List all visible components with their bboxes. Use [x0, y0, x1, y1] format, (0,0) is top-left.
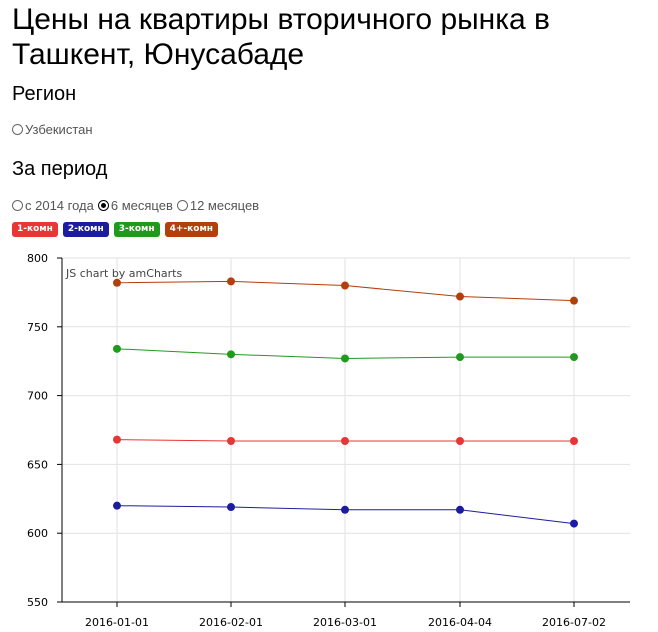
legend-item-2-room[interactable]: 2-комн [62, 222, 109, 237]
period-label-12-months[interactable]: 12 месяцев [189, 198, 260, 213]
data-point [227, 350, 235, 359]
x-tick-label: 2016-04-04 [428, 616, 492, 629]
region-radio-group: Узбекистан [12, 122, 97, 137]
period-radio-group: с 2014 года 6 месяцев 12 месяцев [12, 198, 263, 213]
y-tick-label: 600 [27, 527, 48, 540]
data-point [456, 353, 464, 362]
data-point [456, 437, 464, 446]
data-point [227, 437, 235, 446]
period-radio-since-2014[interactable] [12, 200, 23, 211]
x-tick-label: 2016-03-01 [313, 616, 377, 629]
region-heading: Регион [12, 83, 77, 105]
region-radio-label[interactable]: Узбекистан [25, 122, 93, 137]
period-label-6-months[interactable]: 6 месяцев [110, 198, 173, 213]
legend-item-3-room[interactable]: 3-комн [113, 222, 160, 237]
data-point [341, 505, 349, 514]
legend-item-1-room[interactable]: 1-комн [12, 222, 58, 237]
data-point [113, 501, 121, 510]
period-heading: За период [12, 158, 108, 180]
data-point [456, 292, 464, 301]
data-point [570, 519, 578, 528]
data-point [113, 344, 121, 353]
data-point [570, 437, 578, 446]
data-point [227, 277, 235, 286]
legend: 1-комн 2-комн 3-комн 4+-комн [12, 222, 223, 237]
y-tick-label: 750 [27, 321, 48, 334]
period-label-since-2014[interactable]: с 2014 года [25, 198, 94, 213]
x-tick-label: 2016-07-02 [542, 616, 606, 629]
region-radio-uzbekistan[interactable] [12, 124, 23, 135]
data-point [341, 281, 349, 290]
page-title: Цены на квартиры вторичного рынка в Ташк… [12, 3, 550, 71]
x-tick-label: 2016-02-01 [199, 616, 263, 629]
legend-item-4plus-room[interactable]: 4+-комн [164, 222, 219, 237]
chart-credit[interactable]: JS chart by amCharts [66, 267, 183, 280]
data-point [341, 354, 349, 363]
data-point [341, 437, 349, 446]
line-chart: 550 600 650 700 750 800 2016-01-01 2016-02-01 20… [27, 252, 630, 629]
data-point [113, 278, 121, 287]
data-point [227, 503, 235, 512]
period-radio-12-months[interactable] [176, 200, 188, 211]
x-tick-label: 2016-01-01 [85, 616, 149, 629]
y-tick-label: 650 [27, 458, 48, 471]
y-tick-label: 700 [27, 390, 48, 403]
y-tick-label: 550 [27, 596, 48, 609]
data-point [570, 296, 578, 305]
y-tick-label: 800 [27, 252, 48, 265]
data-point [456, 505, 464, 514]
data-point [113, 435, 121, 444]
data-point [570, 353, 578, 362]
period-radio-6-months[interactable] [97, 200, 109, 211]
